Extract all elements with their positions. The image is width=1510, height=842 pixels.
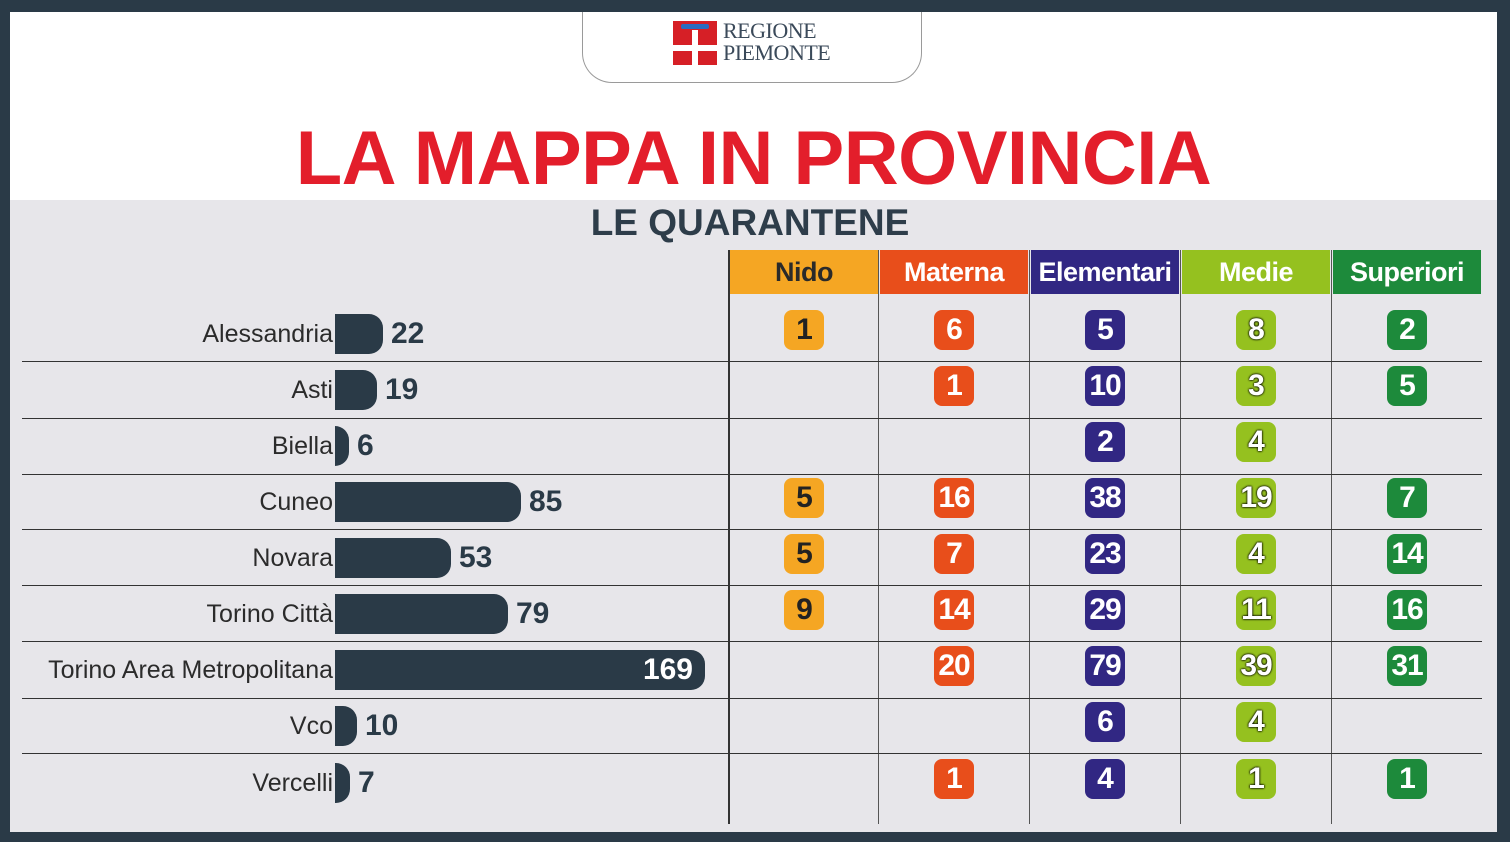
column-divider [878, 250, 879, 824]
count-badge-materna: 1 [934, 759, 974, 799]
count-badge-superiori: 14 [1387, 534, 1427, 574]
row-divider [22, 753, 1482, 754]
total-bar [335, 538, 451, 578]
province-label: Vco [289, 712, 333, 740]
total-value: 53 [459, 541, 493, 574]
count-badge-materna: 7 [934, 534, 974, 574]
column-header-medie: Medie [1182, 250, 1330, 294]
province-label: Biella [271, 432, 333, 460]
row-divider [22, 641, 1482, 642]
total-bar [335, 763, 350, 803]
infographic-frame: REGIONE PIEMONTE LA MAPPA IN PROVINCIA L… [10, 12, 1497, 832]
province-label: Alessandria [202, 320, 333, 348]
count-badge-elementari: 6 [1085, 702, 1125, 742]
total-bar [335, 482, 521, 522]
count-badge-materna: 16 [934, 478, 974, 518]
count-badge-elementari: 4 [1085, 759, 1125, 799]
count-badge-superiori: 16 [1387, 590, 1427, 630]
count-badge-elementari: 5 [1085, 310, 1125, 350]
total-value: 22 [391, 317, 425, 350]
row-divider [22, 474, 1482, 475]
province-label: Torino Area Metropolitana [48, 656, 333, 684]
count-badge-medie: 11 [1236, 590, 1276, 630]
count-badge-elementari: 23 [1085, 534, 1125, 574]
column-header-elementari: Elementari [1031, 250, 1179, 294]
count-badge-nido: 9 [784, 590, 824, 630]
count-badge-medie: 39 [1236, 646, 1276, 686]
total-bar [335, 650, 705, 690]
column-header-superiori: Superiori [1333, 250, 1481, 294]
count-badge-nido: 5 [784, 478, 824, 518]
count-badge-medie: 4 [1236, 534, 1276, 574]
count-badge-superiori: 7 [1387, 478, 1427, 518]
count-badge-materna: 1 [934, 366, 974, 406]
column-divider [1180, 250, 1181, 824]
total-value: 169 [642, 653, 693, 686]
count-badge-nido: 1 [784, 310, 824, 350]
row-divider [22, 418, 1482, 419]
count-badge-medie: 4 [1236, 422, 1276, 462]
logo-box: REGIONE PIEMONTE [582, 12, 922, 83]
count-badge-nido: 5 [784, 534, 824, 574]
count-badge-medie: 3 [1236, 366, 1276, 406]
province-label: Novara [252, 544, 333, 572]
count-badge-medie: 8 [1236, 310, 1276, 350]
page-subtitle: LE QUARANTENE [590, 202, 910, 243]
column-header-nido: Nido [730, 250, 878, 294]
count-badge-materna: 20 [934, 646, 974, 686]
page-title: LA MAPPA IN PROVINCIA [295, 116, 1212, 201]
count-badge-superiori: 1 [1387, 759, 1427, 799]
province-label: Asti [291, 376, 333, 404]
logo-line-2: PIEMONTE [723, 40, 831, 65]
total-bar [335, 426, 349, 466]
province-label: Cuneo [259, 488, 333, 516]
count-badge-materna: 6 [934, 310, 974, 350]
count-badge-materna: 14 [934, 590, 974, 630]
count-badge-superiori: 5 [1387, 366, 1427, 406]
total-value: 19 [385, 373, 419, 406]
province-label: Vercelli [252, 769, 333, 797]
column-divider [1331, 250, 1332, 824]
count-badge-elementari: 29 [1085, 590, 1125, 630]
total-bar [335, 314, 383, 354]
total-value: 6 [357, 429, 374, 462]
total-value: 79 [516, 597, 550, 630]
province-label: Torino Città [206, 600, 333, 628]
row-divider [22, 698, 1482, 699]
regione-piemonte-logo-icon [673, 21, 717, 65]
count-badge-elementari: 10 [1085, 366, 1125, 406]
column-divider [728, 250, 730, 824]
row-divider [22, 529, 1482, 530]
count-badge-elementari: 38 [1085, 478, 1125, 518]
count-badge-medie: 19 [1236, 478, 1276, 518]
count-badge-medie: 1 [1236, 759, 1276, 799]
count-badge-superiori: 31 [1387, 646, 1427, 686]
column-header-materna: Materna [880, 250, 1028, 294]
column-divider [1029, 250, 1030, 824]
count-badge-elementari: 2 [1085, 422, 1125, 462]
row-divider [22, 585, 1482, 586]
count-badge-elementari: 79 [1085, 646, 1125, 686]
total-value: 85 [529, 485, 563, 518]
total-value: 10 [365, 709, 399, 742]
count-badge-superiori: 2 [1387, 310, 1427, 350]
logo-line-1: REGIONE [723, 18, 817, 43]
logo-text: REGIONE PIEMONTE [723, 18, 831, 65]
count-badge-medie: 4 [1236, 702, 1276, 742]
total-value: 7 [358, 766, 375, 799]
total-bar [335, 594, 508, 634]
total-bar [335, 370, 377, 410]
total-bar [335, 706, 357, 746]
row-divider [22, 361, 1482, 362]
